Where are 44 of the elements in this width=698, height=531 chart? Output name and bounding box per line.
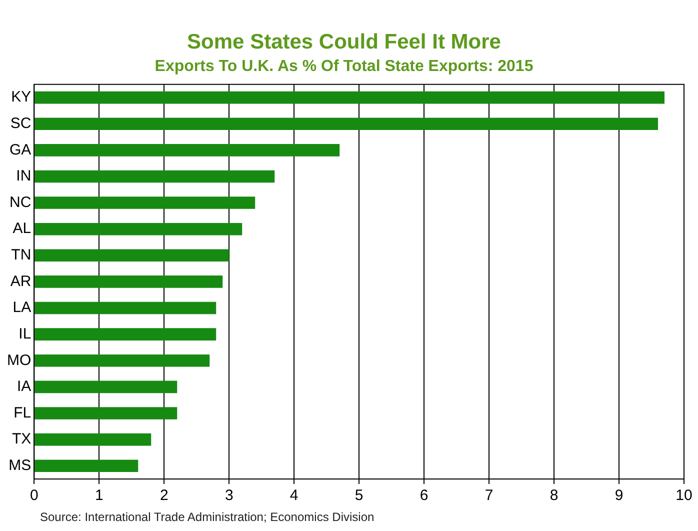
- bar: [34, 91, 665, 104]
- bar: [34, 433, 152, 446]
- x-tick-label: 6: [420, 487, 428, 504]
- bar: [34, 380, 178, 394]
- y-tick-label: TX: [12, 430, 32, 448]
- chart-title: Some States Could Feel It More: [187, 30, 501, 54]
- bar: [34, 249, 230, 262]
- y-tick-label: AR: [10, 272, 32, 290]
- bar: [34, 222, 242, 236]
- bar: [34, 328, 216, 340]
- bar: [34, 170, 275, 183]
- y-tick-label: FL: [14, 404, 32, 422]
- y-tick-label: AL: [12, 220, 32, 238]
- bar: [34, 196, 256, 209]
- y-tick-label: TN: [11, 246, 32, 264]
- x-tick-label: 5: [354, 487, 364, 504]
- chart-subtitle: Exports To U.K. As % Of Total State Exports: 2015: [154, 58, 534, 76]
- x-tick-label: 10: [676, 487, 692, 504]
- bar: [34, 354, 210, 367]
- y-tick-label: KY: [11, 88, 32, 106]
- y-tick-label: LA: [12, 299, 32, 316]
- bar: [34, 460, 138, 472]
- x-tick-label: 3: [224, 487, 234, 504]
- source-note: Source: International Trade Administration; Economics Division: [40, 510, 374, 524]
- bar: [34, 118, 658, 130]
- y-tick-label: MO: [6, 352, 32, 369]
- y-tick-label: IL: [18, 325, 32, 342]
- x-tick-label: 0: [30, 487, 38, 504]
- x-tick-label: 4: [290, 487, 298, 504]
- x-tick-label: 8: [550, 487, 558, 504]
- y-tick-label: IA: [16, 378, 32, 396]
- y-tick-label: GA: [9, 141, 32, 158]
- bar: [34, 302, 216, 314]
- bar: [34, 276, 223, 288]
- x-tick-label: 9: [614, 487, 624, 504]
- y-tick-label: NC: [9, 194, 32, 211]
- x-tick-label: 2: [160, 487, 168, 504]
- bar: [34, 407, 178, 420]
- y-tick-label: SC: [10, 115, 32, 132]
- x-tick-label: 7: [484, 487, 494, 504]
- y-tick-label: IN: [16, 168, 32, 185]
- bar: [34, 144, 340, 156]
- x-tick-label: 1: [94, 487, 104, 504]
- y-tick-label: MS: [8, 456, 32, 474]
